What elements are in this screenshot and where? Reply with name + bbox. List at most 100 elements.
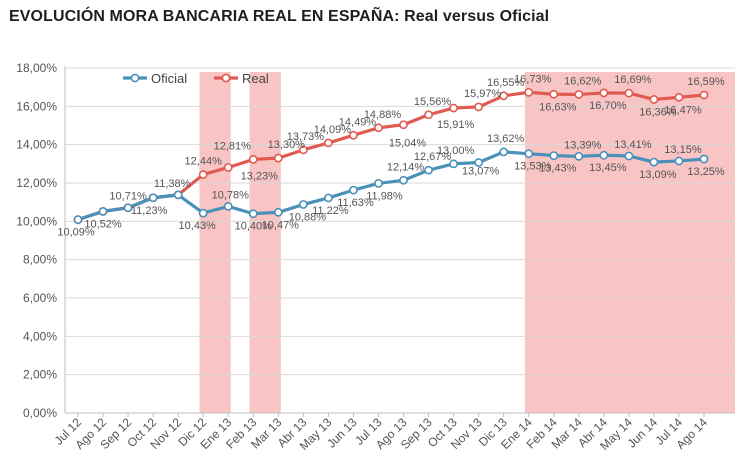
data-label-real: 13,73% <box>287 131 325 143</box>
data-point-real <box>549 89 559 99</box>
data-label-oficial: 11,23% <box>131 205 168 217</box>
data-point-oficial <box>449 159 458 169</box>
data-label-real: 16,69% <box>614 74 652 86</box>
y-tick-label: 16,00% <box>16 99 57 113</box>
gridlines <box>64 66 735 414</box>
y-tick-label: 0,00% <box>23 406 57 420</box>
data-point-oficial <box>524 149 534 159</box>
data-point-real <box>198 170 208 179</box>
data-label-oficial: 13,07% <box>462 165 500 177</box>
data-point-real <box>298 145 308 155</box>
data-label-real: 12,44% <box>185 156 223 168</box>
data-point-oficial <box>599 150 609 160</box>
data-point-oficial <box>298 200 308 209</box>
data-label-real: 16,63% <box>539 101 577 113</box>
y-tick-label: 14,00% <box>16 138 57 152</box>
data-label-oficial: 13,43% <box>539 163 577 175</box>
data-point-real <box>223 163 233 172</box>
data-point-oficial <box>499 147 509 157</box>
data-label-oficial: 10,40% <box>235 221 273 233</box>
highlight-band-2 <box>524 72 735 413</box>
legend-label-oficial: Oficial <box>151 71 187 86</box>
y-tick-label: 6,00% <box>23 291 57 305</box>
data-label-real: 15,04% <box>389 138 427 150</box>
data-point-oficial <box>173 190 183 200</box>
data-point-oficial <box>248 209 258 219</box>
data-label-oficial: 10,43% <box>179 220 217 232</box>
data-point-oficial <box>273 207 283 217</box>
data-point-oficial <box>73 215 83 225</box>
data-label-real: 16,70% <box>589 100 627 112</box>
data-label-real: 13,23% <box>241 170 279 182</box>
data-point-oficial <box>549 151 559 160</box>
data-label-real: 14,49% <box>339 116 377 128</box>
series-points <box>73 87 709 225</box>
data-label-oficial: 13,09% <box>639 169 677 181</box>
data-label-oficial: 13,25% <box>687 166 725 178</box>
data-label-oficial: 11,22% <box>312 205 349 217</box>
data-label-real: 14,88% <box>364 109 402 121</box>
data-label-real: 16,36% <box>639 106 677 118</box>
data-point-real <box>499 91 509 101</box>
data-label-oficial: 13,53% <box>514 161 552 173</box>
data-point-oficial <box>374 178 383 188</box>
data-point-real <box>374 123 383 133</box>
data-label-oficial: 13,41% <box>614 139 652 151</box>
data-point-real <box>649 95 659 104</box>
data-label-real: 16,73% <box>514 73 552 85</box>
y-tick-label: 8,00% <box>23 253 57 267</box>
data-point-oficial <box>574 151 584 161</box>
data-label-real: 15,97% <box>464 88 502 100</box>
data-point-real <box>674 92 684 102</box>
data-label-oficial: 13,15% <box>664 144 702 156</box>
data-point-real <box>524 87 534 97</box>
legend-label-real: Real <box>242 71 269 86</box>
data-label-oficial: 10,09% <box>57 227 95 239</box>
data-point-oficial <box>399 175 408 185</box>
highlight-bands <box>199 72 735 413</box>
highlight-band-1 <box>249 72 281 413</box>
data-label-oficial: 11,63% <box>337 197 374 209</box>
data-point-real <box>624 88 634 98</box>
y-tick-label: 2,00% <box>23 368 57 382</box>
data-point-real <box>248 155 258 164</box>
data-label-oficial: 10,71% <box>109 191 147 203</box>
data-point-oficial <box>624 151 634 161</box>
data-point-oficial <box>349 185 358 195</box>
data-label-oficial: 13,39% <box>564 139 602 151</box>
data-label-oficial: 10,47% <box>262 219 300 231</box>
data-point-oficial <box>649 157 659 167</box>
data-point-oficial <box>323 193 333 203</box>
chart-title: EVOLUCIÓN MORA BANCARIA REAL EN ESPAÑA: … <box>9 8 550 25</box>
data-point-oficial <box>98 206 108 216</box>
highlight-band-0 <box>199 72 231 413</box>
data-point-real <box>449 103 458 113</box>
y-tick-label: 4,00% <box>23 329 57 343</box>
data-point-oficial <box>699 154 709 164</box>
data-label-real: 16,47% <box>664 104 702 116</box>
data-point-real <box>323 138 333 148</box>
data-point-real <box>599 88 609 98</box>
y-tick-label: 12,00% <box>16 176 57 190</box>
data-label-real: 12,81% <box>214 140 252 152</box>
legend-marker-real <box>221 73 231 83</box>
data-label-real: 15,56% <box>414 96 452 108</box>
data-point-oficial <box>198 208 208 218</box>
y-tick-label: 18,00% <box>16 61 57 75</box>
data-label-oficial: 12,67% <box>414 151 452 163</box>
y-axis-ticks: 0,00% 2,00% 4,00% 6,00% 8,00% 10,00% 12,00% 14,… <box>16 61 57 420</box>
data-label-oficial: 11,98% <box>366 190 403 202</box>
data-labels: 10,09%10,52% 10,71% 11,23% 11,38% 10,43% 10,7… <box>57 73 725 238</box>
data-point-real <box>349 130 358 140</box>
data-label-oficial: 10,88% <box>289 211 327 223</box>
data-point-oficial <box>123 203 133 213</box>
data-point-oficial <box>474 158 484 167</box>
data-point-oficial <box>674 156 684 166</box>
data-label-oficial: 12,14% <box>387 161 425 173</box>
data-point-real <box>424 110 433 120</box>
data-point-real <box>574 90 584 99</box>
y-tick-label: 10,00% <box>16 214 57 228</box>
data-label-real: 16,59% <box>687 76 725 88</box>
